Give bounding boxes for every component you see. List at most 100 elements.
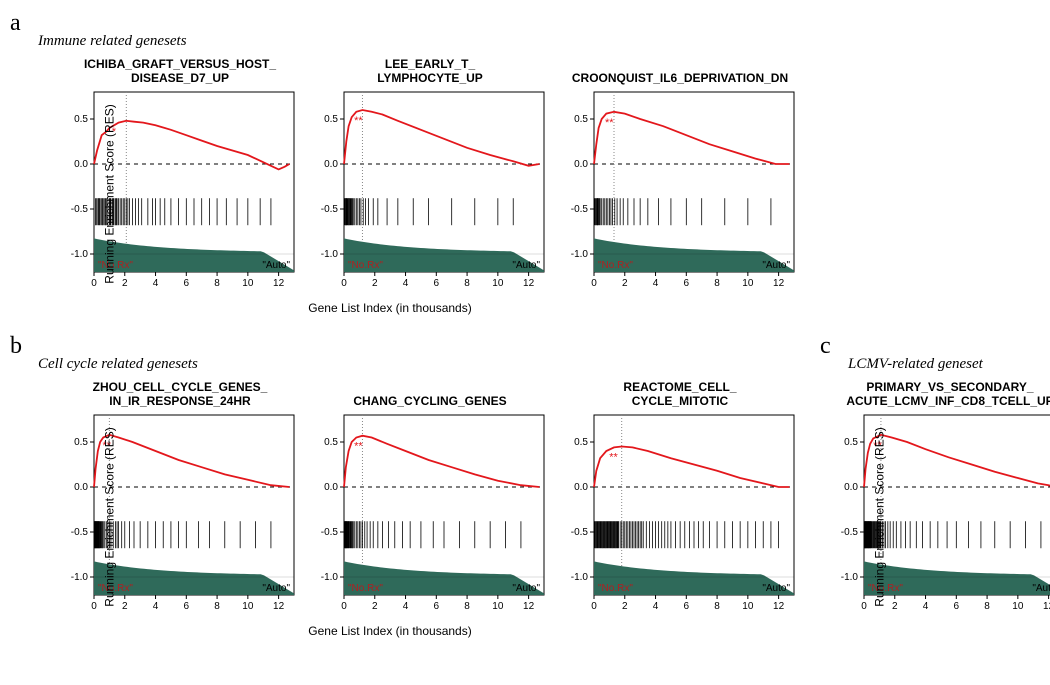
gsea-svg: 0.50.0-0.5-1.0024681012**"No.Rx""Auto" (60, 411, 300, 617)
svg-text:4: 4 (403, 601, 409, 612)
svg-text:12: 12 (773, 601, 785, 612)
svg-text:10: 10 (242, 278, 254, 289)
svg-text:"Auto": "Auto" (512, 260, 540, 271)
xlabel-b: Gene List Index (in thousands) (60, 624, 720, 638)
panel-a: a Immune related genesets ICHIBA_GRAFT_V… (10, 10, 1050, 315)
panel-c: c LCMV-related geneset PRIMARY_VS_SECOND… (820, 333, 1050, 622)
svg-text:8: 8 (464, 601, 470, 612)
svg-text:"No.Rx": "No.Rx" (348, 260, 383, 271)
gsea-svg: 0.50.0-0.5-1.0024681012**"No.Rx""Auto" (560, 88, 800, 294)
svg-text:0.0: 0.0 (324, 482, 338, 493)
svg-text:0.0: 0.0 (74, 482, 88, 493)
svg-text:"Auto": "Auto" (262, 583, 290, 594)
plot-slot: Running Enrichment Score (RES)0.50.0-0.5… (60, 411, 300, 622)
svg-text:0.0: 0.0 (574, 159, 588, 170)
svg-text:2: 2 (122, 278, 128, 289)
plot-title: LEE_EARLY_T_LYMPHOCYTE_UP (377, 54, 483, 86)
panel-b: b Cell cycle related genesets ZHOU_CELL_… (10, 333, 800, 638)
svg-text:0.0: 0.0 (844, 482, 858, 493)
svg-text:0.5: 0.5 (74, 114, 88, 125)
svg-text:"Auto": "Auto" (1032, 583, 1050, 594)
section-title-a: Immune related genesets (38, 33, 1050, 50)
svg-text:**: ** (609, 452, 618, 464)
svg-text:10: 10 (742, 601, 754, 612)
svg-text:0: 0 (861, 601, 867, 612)
plot-slot: 0.50.0-0.5-1.0024681012**"No.Rx""Auto" (310, 88, 550, 299)
svg-text:2: 2 (122, 601, 128, 612)
svg-text:-0.5: -0.5 (841, 527, 859, 538)
svg-text:0.5: 0.5 (74, 437, 88, 448)
plot-title: ICHIBA_GRAFT_VERSUS_HOST_DISEASE_D7_UP (84, 54, 276, 86)
gsea-plot: CROONQUIST_IL6_DEPRIVATION_DN 0.5 0.0 -0.5 -… (560, 54, 800, 299)
gsea-svg: 0.50.0-0.5-1.0024681012**"No.Rx""Auto" (830, 411, 1050, 617)
svg-text:0.5: 0.5 (574, 114, 588, 125)
svg-text:-0.5: -0.5 (321, 204, 339, 215)
svg-text:6: 6 (434, 601, 440, 612)
svg-text:10: 10 (492, 278, 504, 289)
svg-text:2: 2 (622, 278, 628, 289)
svg-text:"No.Rx": "No.Rx" (348, 583, 383, 594)
svg-text:6: 6 (684, 278, 690, 289)
plot-title: ZHOU_CELL_CYCLE_GENES_IN_IR_RESPONSE_24H… (93, 377, 268, 409)
plot-slot: 0.50.0-0.5-1.0024681012**"No.Rx""Auto" (560, 411, 800, 622)
svg-text:12: 12 (523, 278, 535, 289)
svg-text:"No.Rx": "No.Rx" (598, 260, 633, 271)
gsea-svg: 0.50.0-0.5-1.0024681012**"No.Rx""Auto" (560, 411, 800, 617)
svg-text:-1.0: -1.0 (841, 572, 859, 583)
ylabel: Running Enrichment Score (RES) (873, 427, 887, 606)
svg-text:8: 8 (214, 278, 220, 289)
plot-slot: 0.50.0-0.5-1.0024681012**"No.Rx""Auto" (310, 411, 550, 622)
svg-text:12: 12 (1043, 601, 1050, 612)
svg-text:**: ** (354, 441, 363, 453)
plot-title: CROONQUIST_IL6_DEPRIVATION_DN (572, 54, 788, 86)
svg-text:-0.5: -0.5 (571, 204, 589, 215)
gsea-plot: REACTOME_CELL_CYCLE_MITOTIC0.50.0-0.5-1.… (560, 377, 800, 622)
svg-text:12: 12 (273, 278, 285, 289)
svg-text:**: ** (354, 115, 363, 127)
gsea-plot: ICHIBA_GRAFT_VERSUS_HOST_DISEASE_D7_UPRu… (60, 54, 300, 299)
svg-text:8: 8 (984, 601, 990, 612)
section-title-b: Cell cycle related genesets (38, 356, 800, 373)
svg-text:0.0: 0.0 (574, 482, 588, 493)
row-b: ZHOU_CELL_CYCLE_GENES_IN_IR_RESPONSE_24H… (60, 377, 800, 622)
svg-text:2: 2 (372, 601, 378, 612)
svg-text:0: 0 (91, 278, 97, 289)
svg-text:"Auto": "Auto" (512, 583, 540, 594)
svg-text:10: 10 (1012, 601, 1024, 612)
svg-text:-1.0: -1.0 (571, 572, 589, 583)
svg-text:0: 0 (591, 601, 597, 612)
svg-text:-1.0: -1.0 (571, 249, 589, 260)
svg-text:0.5: 0.5 (844, 437, 858, 448)
svg-text:12: 12 (773, 278, 785, 289)
gsea-svg: 0.50.0-0.5-1.0024681012*"No.Rx""Auto" (60, 88, 300, 294)
svg-text:-0.5: -0.5 (71, 204, 89, 215)
section-title-c: LCMV-related geneset (848, 356, 1050, 373)
svg-text:0.5: 0.5 (324, 437, 338, 448)
svg-text:4: 4 (403, 278, 409, 289)
svg-text:4: 4 (653, 278, 659, 289)
svg-text:4: 4 (153, 601, 159, 612)
svg-text:2: 2 (372, 278, 378, 289)
svg-text:6: 6 (684, 601, 690, 612)
plot-title: CHANG_CYCLING_GENES (353, 377, 506, 409)
gsea-svg: 0.50.0-0.5-1.0024681012**"No.Rx""Auto" (310, 88, 550, 294)
svg-text:0: 0 (91, 601, 97, 612)
plot-title: PRIMARY_VS_SECONDARY_ACUTE_LCMV_INF_CD8_… (846, 377, 1050, 409)
svg-text:6: 6 (434, 278, 440, 289)
svg-text:-0.5: -0.5 (571, 527, 589, 538)
row-c: PRIMARY_VS_SECONDARY_ACUTE_LCMV_INF_CD8_… (830, 377, 1050, 622)
svg-text:-1.0: -1.0 (321, 249, 339, 260)
svg-text:-0.5: -0.5 (321, 527, 339, 538)
svg-text:-1.0: -1.0 (71, 572, 89, 583)
svg-text:8: 8 (714, 278, 720, 289)
svg-text:6: 6 (184, 601, 190, 612)
svg-text:6: 6 (184, 278, 190, 289)
gsea-plot: LEE_EARLY_T_LYMPHOCYTE_UP0.50.0-0.5-1.00… (310, 54, 550, 299)
svg-text:**: ** (605, 117, 614, 129)
svg-text:6: 6 (954, 601, 960, 612)
svg-text:8: 8 (464, 278, 470, 289)
row-a: ICHIBA_GRAFT_VERSUS_HOST_DISEASE_D7_UPRu… (60, 54, 1050, 299)
svg-text:0: 0 (591, 278, 597, 289)
svg-text:-1.0: -1.0 (321, 572, 339, 583)
xlabel-a: Gene List Index (in thousands) (60, 301, 720, 315)
